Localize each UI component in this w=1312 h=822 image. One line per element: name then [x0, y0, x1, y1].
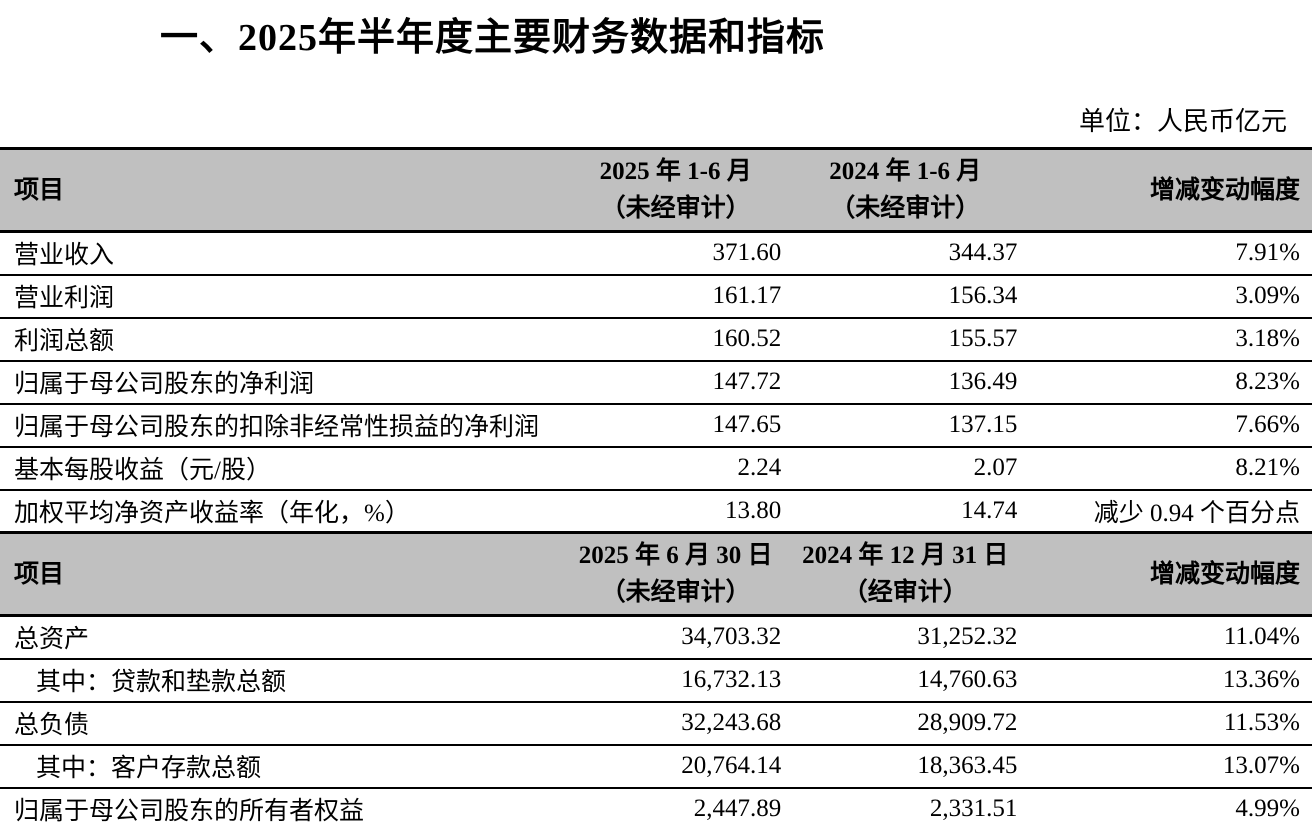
unit-note: 单位：人民币亿元	[1078, 107, 1287, 136]
period-current-date: 2025 年 1-6 月	[599, 158, 752, 185]
income-header-period-prior: 2024 年 1-6 月 （未经审计）	[787, 147, 1024, 233]
row-current-value: 2.24	[564, 446, 788, 491]
row-item-label: 总资产	[0, 615, 565, 660]
row-change-value: 13.07%	[1023, 744, 1312, 789]
balance-header-item: 项目	[0, 531, 565, 617]
row-item-label: 归属于母公司股东的所有者权益	[0, 787, 565, 822]
balance-header-period-prior: 2024 年 12 月 31 日 （经审计）	[787, 531, 1024, 617]
row-current-value: 161.17	[564, 274, 788, 319]
row-change-value: 13.36%	[1023, 658, 1312, 703]
row-current-value: 13.80	[564, 489, 788, 534]
row-prior-value: 156.34	[787, 274, 1024, 319]
row-change-value: 7.91%	[1023, 231, 1312, 276]
row-change-value: 11.04%	[1023, 615, 1312, 660]
row-current-value: 160.52	[564, 317, 788, 362]
row-prior-value: 136.49	[787, 360, 1024, 405]
row-change-value: 3.09%	[1023, 274, 1312, 319]
row-prior-value: 14.74	[787, 489, 1024, 534]
table-row: 归属于母公司股东的扣除非经常性损益的净利润 147.65 137.15 7.66…	[0, 403, 1312, 448]
income-header-row: 项目 2025 年 1-6 月 （未经审计） 2024 年 1-6 月 （未经审…	[0, 147, 1312, 233]
period-current-date: 2025 年 6 月 30 日	[578, 542, 773, 569]
row-current-value: 32,243.68	[564, 701, 788, 746]
balance-header-row: 项目 2025 年 6 月 30 日 （未经审计） 2024 年 12 月 31…	[0, 531, 1312, 617]
row-current-value: 2,447.89	[564, 787, 788, 822]
table-row: 营业收入 371.60 344.37 7.91%	[0, 231, 1312, 276]
period-current-audit-status: （未经审计）	[600, 195, 751, 222]
row-prior-value: 2.07	[787, 446, 1024, 491]
period-current-audit-status: （未经审计）	[600, 579, 751, 606]
row-change-value: 减少 0.94 个百分点	[1023, 489, 1312, 534]
row-current-value: 20,764.14	[564, 744, 788, 789]
table-row: 加权平均净资产收益率（年化，%） 13.80 14.74 减少 0.94 个百分…	[0, 489, 1312, 534]
table-row: 基本每股收益（元/股） 2.24 2.07 8.21%	[0, 446, 1312, 491]
row-item-label: 总负债	[0, 701, 565, 746]
row-current-value: 34,703.32	[564, 615, 788, 660]
row-item-label: 其中：贷款和垫款总额	[0, 658, 565, 703]
row-prior-value: 18,363.45	[787, 744, 1024, 789]
row-item-label: 归属于母公司股东的净利润	[0, 360, 565, 405]
period-prior-audit-status: （经审计）	[842, 579, 968, 606]
income-header-period-current: 2025 年 1-6 月 （未经审计）	[564, 147, 788, 233]
page-title: 一、2025年半年度主要财务数据和指标	[160, 17, 826, 59]
row-change-value: 7.66%	[1023, 403, 1312, 448]
period-prior-date: 2024 年 1-6 月	[829, 158, 982, 185]
row-prior-value: 2,331.51	[787, 787, 1024, 822]
table-row: 营业利润 161.17 156.34 3.09%	[0, 274, 1312, 319]
balance-section: 项目 2025 年 6 月 30 日 （未经审计） 2024 年 12 月 31…	[0, 531, 1312, 822]
table-row: 总资产 34,703.32 31,252.32 11.04%	[0, 615, 1312, 660]
table-row: 归属于母公司股东的所有者权益 2,447.89 2,331.51 4.99%	[0, 787, 1312, 822]
income-header-change: 增减变动幅度	[1023, 147, 1312, 233]
balance-header-change: 增减变动幅度	[1023, 531, 1312, 617]
row-item-label: 营业收入	[0, 231, 565, 276]
row-prior-value: 137.15	[787, 403, 1024, 448]
row-current-value: 371.60	[564, 231, 788, 276]
financial-summary-table: 项目 2025 年 1-6 月 （未经审计） 2024 年 1-6 月 （未经审…	[0, 147, 1312, 822]
row-current-value: 147.65	[564, 403, 788, 448]
row-prior-value: 14,760.63	[787, 658, 1024, 703]
row-item-label: 加权平均净资产收益率（年化，%）	[0, 489, 565, 534]
row-change-value: 3.18%	[1023, 317, 1312, 362]
row-change-value: 11.53%	[1023, 701, 1312, 746]
period-prior-date: 2024 年 12 月 31 日	[802, 542, 1009, 569]
table-row: 利润总额 160.52 155.57 3.18%	[0, 317, 1312, 362]
balance-header-period-current: 2025 年 6 月 30 日 （未经审计）	[564, 531, 788, 617]
row-current-value: 16,732.13	[564, 658, 788, 703]
row-current-value: 147.72	[564, 360, 788, 405]
row-prior-value: 28,909.72	[787, 701, 1024, 746]
row-prior-value: 31,252.32	[787, 615, 1024, 660]
period-prior-audit-status: （未经审计）	[830, 195, 981, 222]
row-item-label: 基本每股收益（元/股）	[0, 446, 565, 491]
row-change-value: 8.21%	[1023, 446, 1312, 491]
table-row: 其中：客户存款总额 20,764.14 18,363.45 13.07%	[0, 744, 1312, 789]
table-row: 总负债 32,243.68 28,909.72 11.53%	[0, 701, 1312, 746]
row-change-value: 4.99%	[1023, 787, 1312, 822]
row-change-value: 8.23%	[1023, 360, 1312, 405]
row-item-label: 归属于母公司股东的扣除非经常性损益的净利润	[0, 403, 565, 448]
income-section: 项目 2025 年 1-6 月 （未经审计） 2024 年 1-6 月 （未经审…	[0, 147, 1312, 534]
income-header-item: 项目	[0, 147, 565, 233]
row-item-label: 其中：客户存款总额	[0, 744, 565, 789]
table-row: 其中：贷款和垫款总额 16,732.13 14,760.63 13.36%	[0, 658, 1312, 703]
row-item-label: 利润总额	[0, 317, 565, 362]
row-item-label: 营业利润	[0, 274, 565, 319]
row-prior-value: 344.37	[787, 231, 1024, 276]
row-prior-value: 155.57	[787, 317, 1024, 362]
table-row: 归属于母公司股东的净利润 147.72 136.49 8.23%	[0, 360, 1312, 405]
